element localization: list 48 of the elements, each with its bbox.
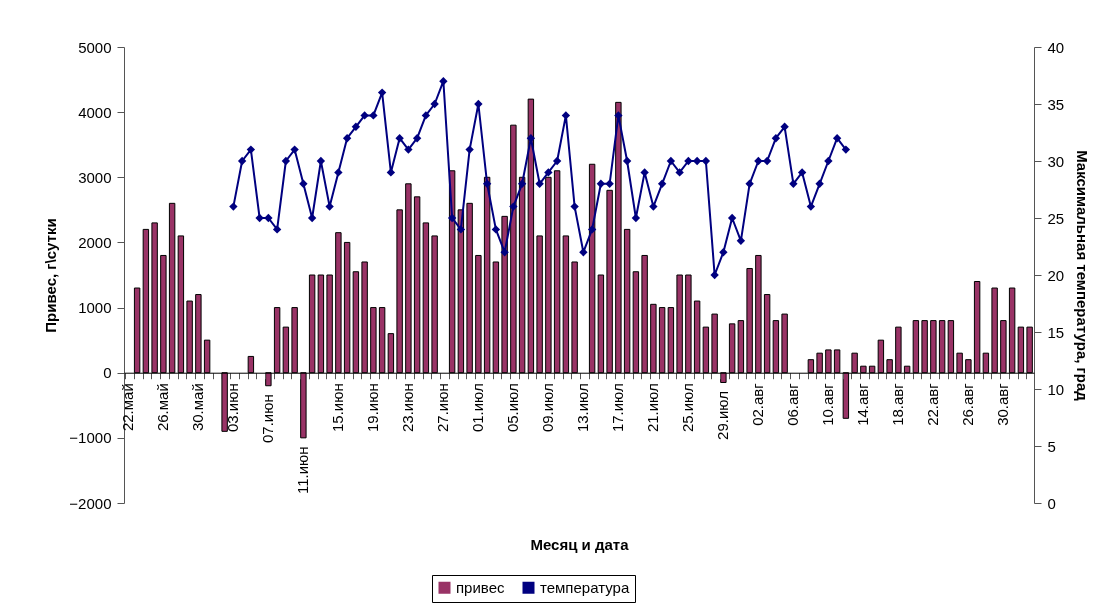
y2-tick-label: 35: [1047, 95, 1065, 113]
x-tick-label: 26.май: [154, 383, 172, 432]
x-tick-label: 23.июн: [399, 383, 417, 432]
y2-tick-label: 0: [1047, 494, 1056, 512]
y2-tick-label: 30: [1047, 152, 1065, 170]
y2-tick-label: 25: [1047, 209, 1065, 227]
x-tick-label: 27.июн: [434, 383, 452, 432]
x-tick-label: 22.май: [119, 383, 137, 432]
x-tick-label: 06.авг: [784, 382, 802, 426]
legend-label: температура: [540, 578, 630, 596]
y2-tick-label: 15: [1047, 323, 1065, 341]
x-tick-label: 13.июл: [574, 383, 592, 433]
y-axis-title: Привес, г\сутки: [42, 218, 60, 333]
y2-tick-label: 20: [1047, 266, 1065, 284]
x-tick-label: 03.июн: [224, 383, 242, 432]
x-tick-label: 19.июн: [364, 383, 382, 432]
y2-tick-label: 5: [1047, 437, 1056, 455]
x-tick-label: 26.авг: [959, 382, 977, 426]
y-tick-label: 4000: [78, 103, 112, 121]
y-tick-label: 2000: [78, 233, 112, 251]
y-tick-label: 0: [103, 364, 112, 382]
x-tick-label: 09.июл: [539, 383, 557, 433]
y-tick-label: −2000: [69, 494, 112, 512]
x-tick-label: 07.июн: [259, 394, 277, 444]
legend-label: привес: [456, 578, 505, 596]
x-tick-label: 05.июл: [504, 383, 522, 433]
x-tick-label: 30.май: [189, 383, 207, 432]
y2-axis-title: Максимальная температура, град: [1074, 150, 1092, 402]
x-tick-label: 17.июл: [609, 383, 627, 433]
y-tick-label: 5000: [78, 38, 112, 56]
x-tick-label: 30.авг: [994, 382, 1012, 426]
x-axis-title: Месяц и дата: [530, 535, 630, 553]
x-tick-label: 11.июн: [294, 446, 312, 495]
x-tick-label: 14.авг: [854, 382, 872, 426]
y2-tick-label: 40: [1047, 38, 1065, 56]
x-tick-label: 02.авг: [749, 382, 767, 426]
x-tick-label: 10.авг: [819, 382, 837, 426]
y-tick-label: −1000: [69, 429, 112, 447]
x-tick-label: 21.июл: [644, 383, 662, 433]
y2-tick-label: 10: [1047, 380, 1065, 398]
y-tick-label: 3000: [78, 168, 112, 186]
x-tick-label: 25.июл: [679, 383, 697, 433]
x-tick-label: 15.июн: [329, 383, 347, 432]
y-tick-label: 1000: [78, 299, 112, 317]
x-tick-label: 29.июл: [714, 390, 732, 440]
x-tick-label: 22.авг: [924, 382, 942, 426]
x-tick-label: 18.авг: [889, 382, 907, 426]
x-tick-label: 01.июл: [469, 383, 487, 433]
